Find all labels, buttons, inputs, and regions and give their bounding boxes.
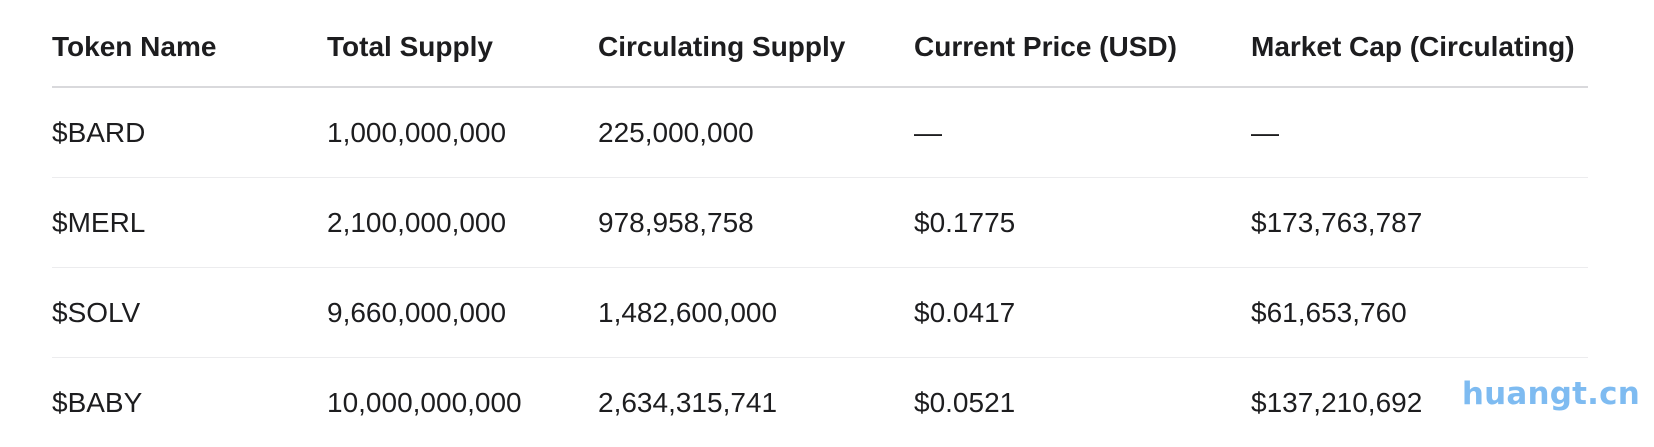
watermark-logo: huangt.cn [1462,376,1640,412]
cell-current-price: $0.0521 [914,358,1251,447]
cell-total-supply: 10,000,000,000 [327,358,598,447]
cell-total-supply: 9,660,000,000 [327,268,598,358]
cell-circulating-supply: 1,482,600,000 [598,268,914,358]
header-total-supply: Total Supply [327,8,598,87]
table-row: $MERL 2,100,000,000 978,958,758 $0.1775 … [52,178,1588,268]
header-circulating-supply: Circulating Supply [598,8,914,87]
table-row: $BARD 1,000,000,000 225,000,000 — — [52,87,1588,178]
cell-market-cap: $173,763,787 [1251,178,1588,268]
cell-circulating-supply: 225,000,000 [598,87,914,178]
cell-current-price: $0.1775 [914,178,1251,268]
header-current-price: Current Price (USD) [914,8,1251,87]
cell-total-supply: 1,000,000,000 [327,87,598,178]
cell-circulating-supply: 978,958,758 [598,178,914,268]
cell-circulating-supply: 2,634,315,741 [598,358,914,447]
token-supply-table: Token Name Total Supply Circulating Supp… [52,8,1588,447]
cell-token-name: $SOLV [52,268,327,358]
cell-market-cap: $61,653,760 [1251,268,1588,358]
cell-current-price: $0.0417 [914,268,1251,358]
table-header-row: Token Name Total Supply Circulating Supp… [52,8,1588,87]
cell-market-cap: — [1251,87,1588,178]
cell-token-name: $BARD [52,87,327,178]
header-market-cap: Market Cap (Circulating) [1251,8,1588,87]
cell-token-name: $MERL [52,178,327,268]
cell-token-name: $BABY [52,358,327,447]
table-row: $BABY 10,000,000,000 2,634,315,741 $0.05… [52,358,1588,447]
table-row: $SOLV 9,660,000,000 1,482,600,000 $0.041… [52,268,1588,358]
cell-total-supply: 2,100,000,000 [327,178,598,268]
header-token-name: Token Name [52,8,327,87]
cell-current-price: — [914,87,1251,178]
